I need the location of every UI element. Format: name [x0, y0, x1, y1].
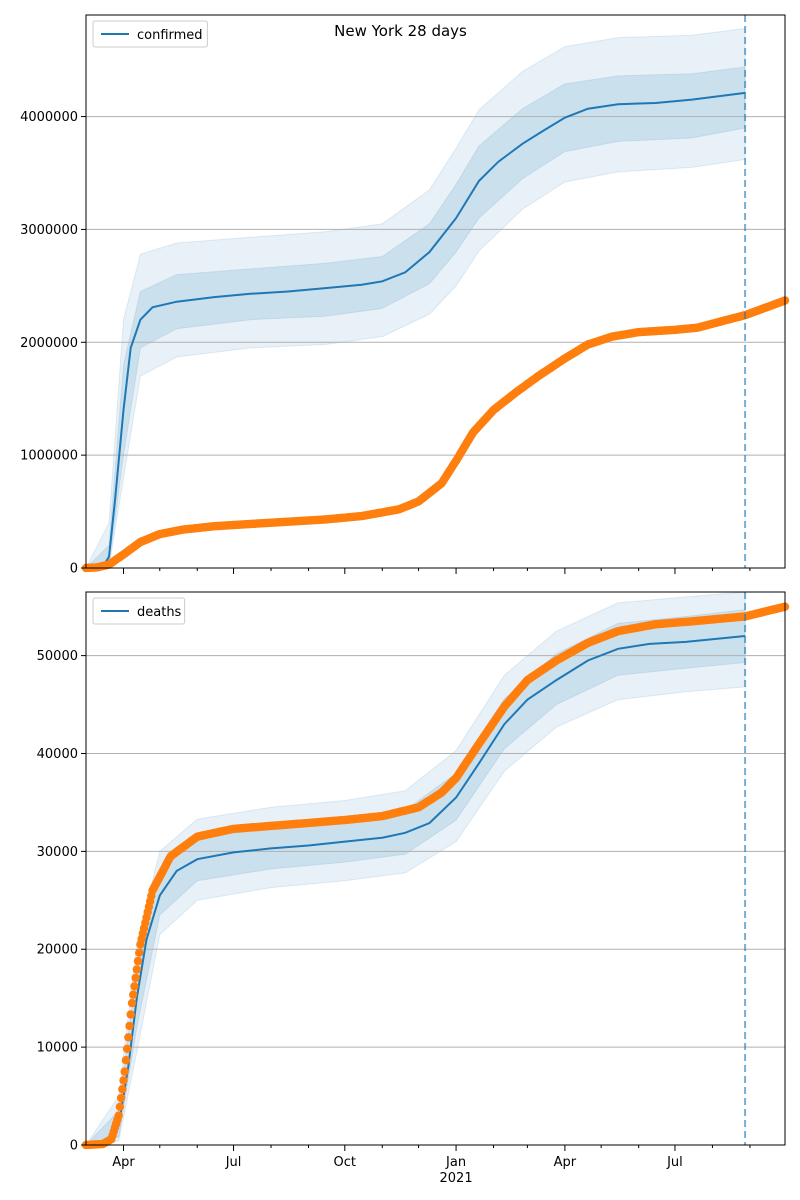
deaths-x-tick-label: Apr [112, 1155, 135, 1170]
confirmed-axes-frame [85, 14, 786, 569]
confirmed-y-tick-label: 2000000 [20, 336, 78, 351]
deaths-observed-point [119, 1076, 128, 1085]
deaths-observed-point [120, 1067, 129, 1076]
deaths-y-tick-label: 10000 [37, 1041, 78, 1056]
confirmed-y-tick-label: 0 [70, 562, 78, 577]
deaths-observed-points [81, 602, 790, 1150]
confirmed-uncertainty-bands [84, 27, 746, 569]
deaths-x-tick-label: Jul [225, 1155, 242, 1170]
deaths-x-tick-label: Jul [666, 1155, 683, 1170]
confirmed-model-line [85, 91, 746, 569]
confirmed-y-axis: 0 1000000 2000000 3000000 4000000 [20, 110, 86, 577]
deaths-y-axis: 0 10000 20000 30000 40000 50000 [37, 649, 86, 1154]
deaths-observed-point [126, 1010, 135, 1019]
deaths-x-tick-label: Apr [554, 1155, 577, 1170]
deaths-y-tick-label: 30000 [37, 845, 78, 860]
deaths-observed-point [118, 1085, 127, 1094]
deaths-observed-point [124, 1033, 133, 1042]
confirmed-gridlines [86, 116, 785, 456]
deaths-observed-point [122, 1044, 132, 1054]
confirmed-x-axis [122, 568, 751, 574]
deaths-y-tick-label: 0 [70, 1139, 78, 1154]
deaths-legend-label: deaths [137, 605, 182, 620]
deaths-uncertainty-bands [84, 591, 746, 1146]
deaths-observed-point [130, 982, 139, 991]
deaths-observed-point [133, 956, 143, 966]
deaths-observed-point [131, 973, 140, 983]
deaths-x-tick-label: Jan [445, 1155, 466, 1170]
deaths-observed-point [114, 1111, 123, 1120]
confirmed-y-tick-label: 3000000 [20, 223, 78, 238]
confirmed-legend-box [92, 20, 208, 48]
deaths-y-tick-label: 50000 [37, 649, 78, 664]
deaths-observed-point [132, 965, 141, 974]
deaths-model-line [85, 635, 746, 1146]
deaths-x-tick-label: Oct [334, 1155, 356, 1170]
confirmed-y-tick-label: 1000000 [20, 449, 78, 464]
deaths-legend-box [92, 597, 186, 625]
deaths-legend: deaths [92, 597, 186, 625]
deaths-observed-point [127, 998, 137, 1008]
deaths-observed-point [135, 948, 144, 957]
confirmed-legend: confirmed [92, 20, 208, 48]
deaths-observed-point [121, 1056, 131, 1065]
deaths-y-tick-label: 40000 [37, 747, 78, 762]
deaths-axes-frame [85, 591, 786, 1146]
deaths-observed-point [129, 990, 138, 999]
deaths-observed-point [115, 1102, 125, 1112]
deaths-observed-point [125, 1021, 134, 1031]
deaths-observed-point [116, 1093, 126, 1103]
deaths-y-tick-label: 20000 [37, 943, 78, 958]
confirmed-observed-points [81, 296, 790, 573]
confirmed-y-tick-label: 4000000 [20, 110, 78, 125]
chart-title: New York 28 days [334, 22, 467, 40]
deaths-gridlines [86, 655, 785, 1048]
deaths-x-axis: Apr Jul Oct Jan Apr Jul 2021 [112, 1145, 751, 1186]
deaths-x-year-label: 2021 [440, 1171, 473, 1186]
confirmed-legend-label: confirmed [137, 28, 203, 43]
